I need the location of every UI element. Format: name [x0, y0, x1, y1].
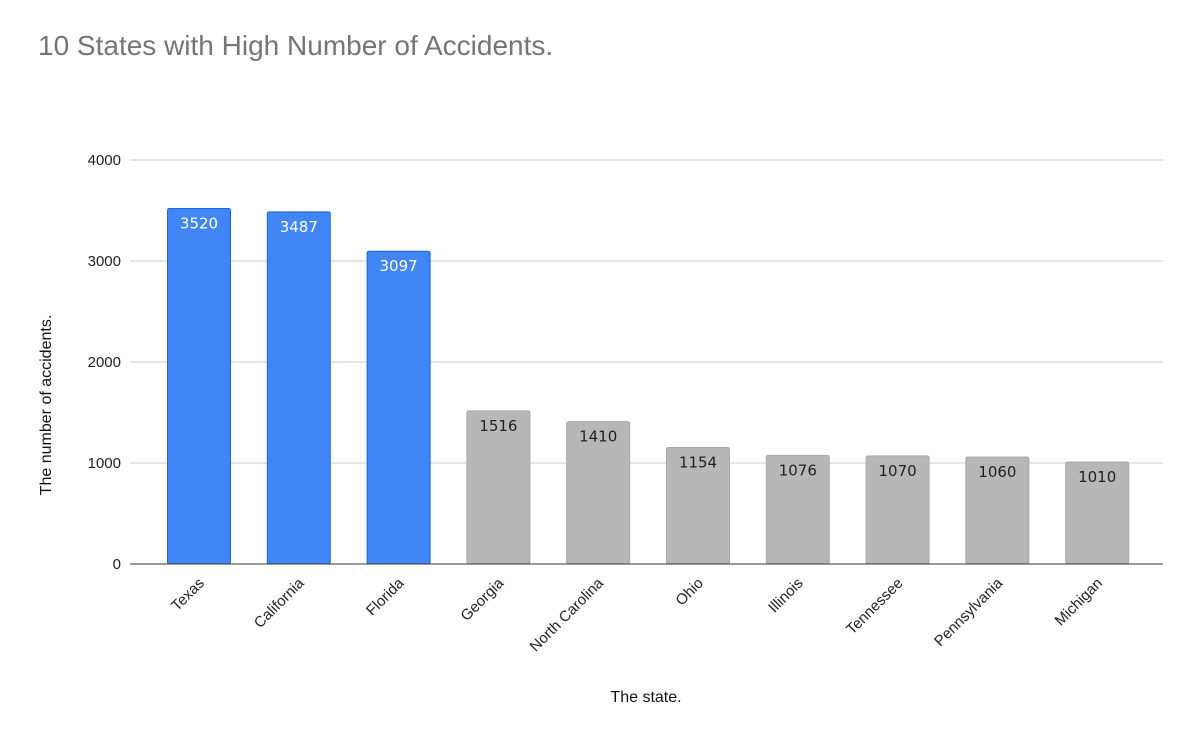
x-axis-label: The state.	[610, 689, 681, 706]
x-tick-label: Michigan	[1052, 575, 1106, 629]
data-label: 1070	[879, 462, 917, 480]
bar-florida	[366, 250, 431, 565]
x-tick-label: Texas	[168, 575, 208, 615]
x-axis-ticks: Texas California Florida Georgia North Carol…	[168, 574, 1106, 655]
data-label: 1154	[679, 453, 717, 471]
x-tick-label: Georgia	[457, 574, 507, 624]
x-tick-label: California	[251, 574, 308, 631]
data-label: 1516	[479, 417, 517, 435]
y-tick-label: 0	[113, 556, 121, 573]
data-label: 3520	[180, 214, 218, 232]
x-tick-label: Illinois	[765, 575, 806, 616]
y-tick-label: 1000	[88, 455, 121, 472]
data-labels: 3520 3487 3097 1516 1410 1154 1076 1070 1060 1010	[180, 214, 1116, 486]
x-tick-label: Pennsylvania	[931, 574, 1007, 650]
y-tick-label: 4000	[88, 152, 121, 169]
x-tick-label: Florida	[363, 574, 408, 619]
data-label: 1410	[579, 428, 617, 446]
bars	[167, 207, 1130, 565]
x-tick-label: Ohio	[672, 575, 706, 609]
data-label: 1060	[978, 463, 1016, 481]
y-axis-label: The number of accidents.	[38, 315, 55, 496]
y-tick-label: 2000	[88, 354, 121, 371]
y-axis-ticks: 0 1000 2000 3000 4000	[88, 152, 121, 573]
chart-title: 10 States with High Number of Accidents.	[38, 30, 554, 61]
data-label: 1076	[779, 461, 817, 479]
y-tick-label: 3000	[88, 253, 121, 270]
bar-california	[266, 211, 331, 565]
x-tick-label: North Carolina	[527, 574, 608, 655]
data-label: 3487	[280, 218, 318, 236]
x-tick-label: Tennessee	[843, 575, 906, 638]
data-label: 3097	[380, 257, 418, 275]
bar-texas	[167, 207, 231, 565]
data-label: 1010	[1078, 468, 1116, 486]
